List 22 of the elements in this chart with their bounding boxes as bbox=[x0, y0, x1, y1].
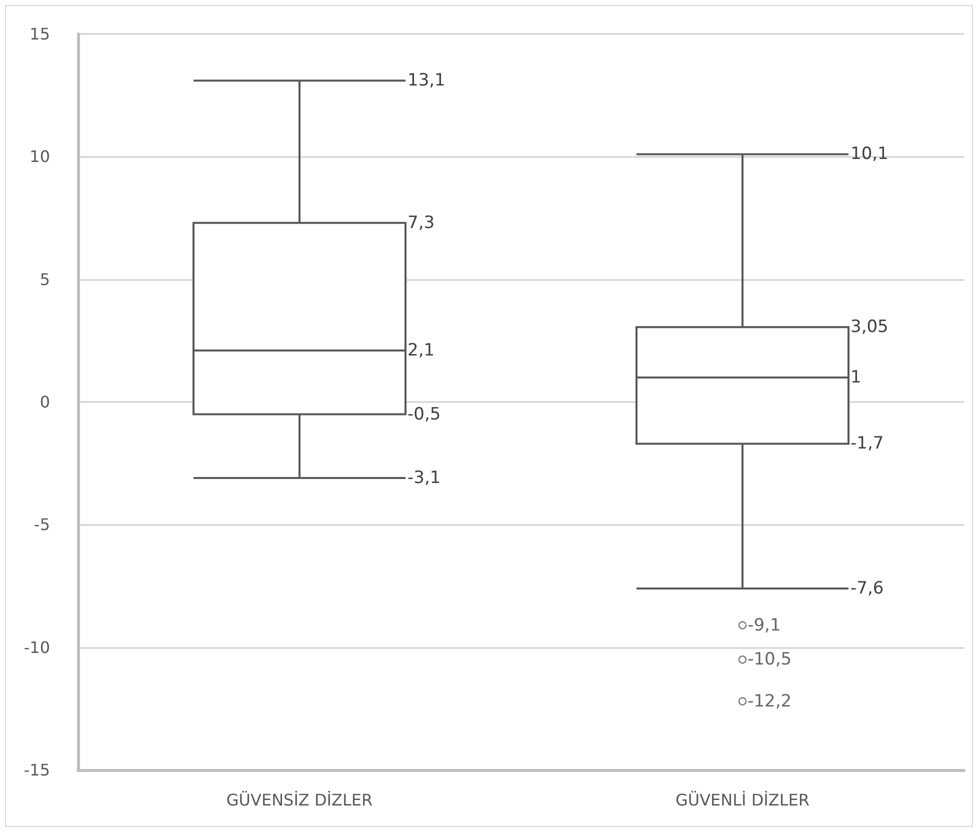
text: -3,1 bbox=[408, 468, 441, 488]
text: -0,5 bbox=[408, 404, 441, 424]
y-tick-label: -10 bbox=[24, 638, 50, 657]
text: 3,05 bbox=[850, 317, 888, 338]
text: 7,3 bbox=[408, 212, 435, 233]
text: -12,2 bbox=[748, 691, 792, 712]
text: -9,1 bbox=[748, 615, 781, 636]
y-tick-label: 0 bbox=[40, 392, 50, 412]
y-tick-label: 5 bbox=[40, 270, 50, 289]
y-tick-label: 10 bbox=[30, 147, 50, 166]
y-tick-label: -5 bbox=[34, 515, 50, 534]
text: 1 bbox=[850, 367, 862, 388]
y-tick-label: -15 bbox=[24, 760, 50, 780]
text: 2,1 bbox=[408, 340, 435, 360]
text: 13,1 bbox=[408, 70, 446, 91]
x-tick-label: GÜVENSİZ DİZLER bbox=[226, 790, 373, 810]
x-tick-label: GÜVENLİ DİZLER bbox=[676, 790, 810, 810]
text: 10,1 bbox=[850, 144, 888, 164]
text: -7,6 bbox=[850, 578, 884, 598]
text: -1,7 bbox=[850, 434, 884, 454]
text: -10,5 bbox=[748, 650, 792, 670]
y-tick-label: 15 bbox=[30, 24, 50, 44]
